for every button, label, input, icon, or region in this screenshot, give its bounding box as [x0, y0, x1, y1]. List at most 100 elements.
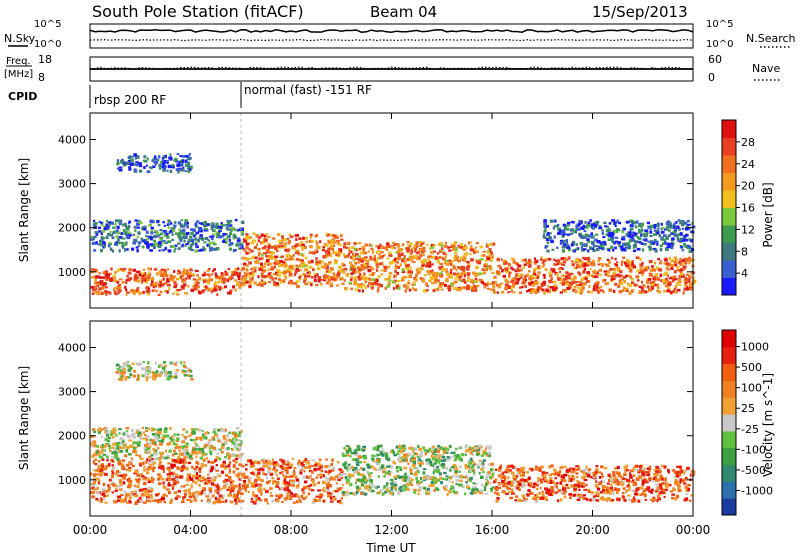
scatter-cell — [146, 277, 149, 281]
scatter-cell — [388, 253, 393, 257]
scatter-cell — [108, 221, 113, 224]
scatter-cell — [136, 494, 139, 497]
scatter-cell — [228, 488, 232, 491]
scatter-cell — [486, 480, 490, 484]
scatter-cell — [436, 287, 440, 292]
scatter-cell — [225, 474, 228, 477]
scatter-cell — [289, 480, 293, 483]
scatter-cell — [206, 477, 211, 480]
scatter-cell — [304, 245, 307, 249]
scatter-cell — [110, 474, 114, 479]
scatter-cell — [157, 293, 161, 296]
scatter-cell — [310, 259, 314, 264]
scatter-cell — [645, 278, 649, 283]
scatter-cell — [430, 450, 434, 454]
scatter-cell — [413, 490, 416, 494]
scatter-cell — [327, 472, 330, 475]
scatter-cell — [298, 459, 301, 463]
scatter-cell — [324, 476, 328, 480]
scatter-cell — [446, 274, 450, 277]
scatter-cell — [444, 466, 448, 469]
scatter-cell — [162, 493, 167, 497]
y-tick-label: 3000 — [58, 178, 86, 191]
scatter-cell — [354, 268, 357, 271]
scatter-cell — [476, 488, 479, 492]
scatter-cell — [412, 281, 415, 285]
scatter-cell — [203, 222, 207, 225]
scatter-cell — [305, 486, 308, 489]
scatter-cell — [237, 239, 241, 242]
scatter-cell — [451, 474, 454, 478]
scatter-cell — [460, 474, 464, 479]
scatter-cell — [292, 494, 297, 498]
y-tick-label: 1000 — [58, 266, 86, 279]
scatter-cell — [332, 466, 336, 470]
scatter-cell — [381, 466, 384, 469]
scatter-cell — [620, 238, 625, 241]
scatter-cell — [179, 459, 184, 463]
scatter-cell — [189, 269, 193, 272]
scatter-cell — [609, 476, 612, 479]
scatter-cell — [534, 259, 539, 263]
scatter-cell — [418, 482, 421, 485]
scatter-cell — [349, 492, 353, 495]
scatter-cell — [632, 265, 636, 269]
scatter-cell — [324, 273, 328, 277]
scatter-cell — [289, 235, 294, 238]
scatter-cell — [633, 232, 638, 236]
scatter-cell — [226, 219, 231, 223]
scatter-cell — [383, 474, 386, 478]
scatter-cell — [649, 230, 653, 234]
scatter-cell — [142, 477, 146, 481]
scatter-cell — [601, 231, 604, 235]
scatter-cell — [631, 232, 634, 235]
scatter-cell — [528, 276, 532, 280]
scatter-cell — [164, 290, 167, 293]
scatter-cell — [392, 259, 396, 263]
scatter-cell — [161, 157, 165, 160]
scatter-cell — [570, 277, 573, 281]
scatter-cell — [111, 460, 115, 463]
scatter-cell — [475, 250, 479, 254]
scatter-cell — [357, 255, 361, 258]
scatter-cell — [637, 231, 640, 234]
scatter-cell — [155, 231, 160, 236]
scatter-cell — [337, 476, 341, 479]
scatter-cell — [612, 248, 615, 252]
scatter-cell — [139, 164, 143, 168]
scatter-cell — [157, 500, 160, 504]
scatter-cell — [166, 476, 171, 479]
scatter-cell — [571, 263, 575, 267]
scatter-cell — [308, 487, 311, 491]
scatter-cell — [123, 498, 127, 502]
scatter-cell — [667, 234, 671, 237]
scatter-cell — [458, 465, 463, 469]
scatter-cell — [227, 278, 230, 283]
scatter-cell — [626, 494, 631, 497]
scatter-cell — [681, 227, 685, 230]
scatter-cell — [611, 241, 614, 244]
scatter-cell — [631, 262, 634, 266]
scatter-cell — [433, 476, 436, 480]
scatter-cell — [128, 499, 132, 503]
scatter-cell — [541, 474, 544, 478]
scatter-cell — [400, 457, 404, 461]
scatter-cell — [337, 250, 342, 254]
scatter-cell — [160, 268, 164, 272]
scatter-cell — [614, 282, 618, 286]
scatter-cell — [109, 247, 113, 251]
scatter-cell — [336, 242, 340, 245]
scatter-cell — [470, 465, 475, 468]
scatter-cell — [380, 269, 383, 272]
scatter-cell — [683, 242, 687, 247]
scatter-cell — [570, 260, 574, 263]
scatter-cell — [138, 496, 142, 500]
scatter-cell — [111, 221, 114, 225]
scatter-cell — [145, 498, 150, 502]
scatter-cell — [190, 231, 194, 236]
scatter-cell — [446, 456, 450, 459]
scatter-cell — [557, 227, 561, 231]
scatter-cell — [334, 277, 337, 281]
scatter-cell — [671, 237, 675, 241]
scatter-cell — [561, 263, 566, 266]
